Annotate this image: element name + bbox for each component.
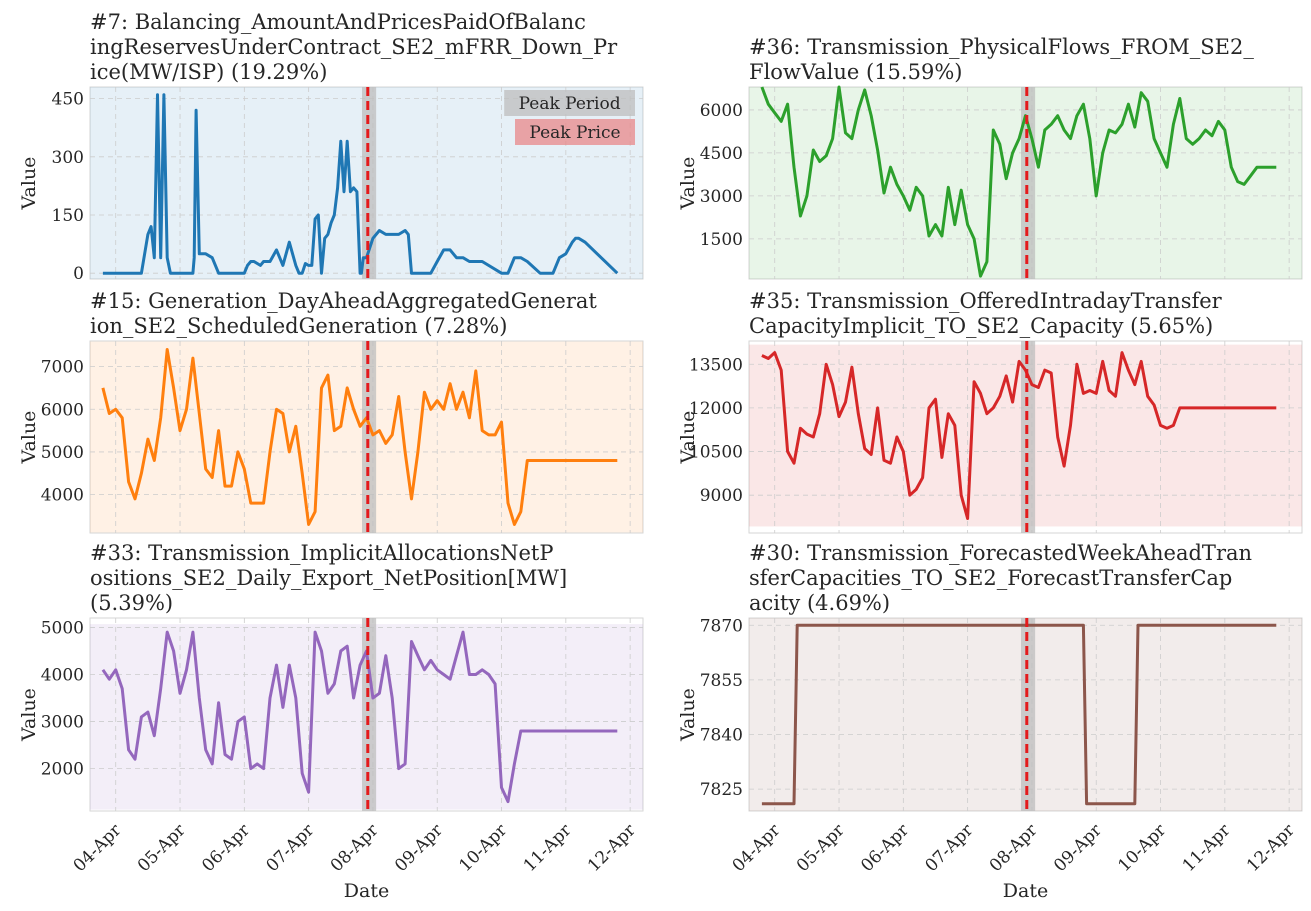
y-tick-label: 13500 <box>689 355 743 375</box>
x-tick-label: 04-Apr <box>729 820 785 876</box>
y-axis-label: Value <box>18 688 40 742</box>
y-tick-label: 5000 <box>41 443 84 463</box>
y-tick-label: 7870 <box>700 616 743 636</box>
legend-peak-price <box>515 119 635 145</box>
y-tick-label: 7840 <box>700 726 743 746</box>
subplot-title: #30: Transmission_ForecastedWeekAheadTra… <box>749 541 1252 565</box>
subplot-title: #15: Generation_DayAheadAggregatedGenera… <box>90 289 597 313</box>
subplot-title: sferCapacities_TO_SE2_ForecastTransferCa… <box>749 566 1232 590</box>
subplot-title: #7: Balancing_AmountAndPricesPaidOfBalan… <box>90 10 586 34</box>
y-axis-label: Value <box>677 157 699 211</box>
x-tick-label: 07-Apr <box>263 820 319 876</box>
y-tick-label: 300 <box>52 148 84 168</box>
y-axis-label: Value <box>677 411 699 465</box>
y-tick-label: 0 <box>73 264 84 284</box>
x-tick-label: 04-Apr <box>70 820 126 876</box>
y-tick-label: 12000 <box>689 399 743 419</box>
y-tick-label: 9000 <box>700 486 743 506</box>
series-line <box>101 348 618 526</box>
x-tick-label: 05-Apr <box>134 820 190 876</box>
y-tick-label: 1500 <box>700 230 743 250</box>
peak-period-band <box>361 618 377 811</box>
subplot-2: 1500 3000 4500 6000 #36: Transmission_Physic… <box>677 35 1303 280</box>
peak-period-band <box>361 341 377 533</box>
subplot-3: 4000 5000 6000 7000 #15: Generation_DayAhead… <box>18 289 644 534</box>
y-tick-label: 450 <box>52 90 84 110</box>
series-line <box>102 93 619 275</box>
subplot-title: acity (4.69%) <box>749 591 890 615</box>
series-line <box>761 351 1277 520</box>
series-line <box>101 630 618 804</box>
y-tick-label: 7855 <box>700 671 743 691</box>
legend-peak-period <box>504 90 635 116</box>
x-tick-label: 06-Apr <box>857 820 913 876</box>
subplot-title: (5.39%) <box>90 591 173 615</box>
legend: Peak Period Peak Price <box>504 90 635 145</box>
subplot-title: ingReservesUnderContract_SE2_mFRR_Down_P… <box>90 35 618 59</box>
y-tick-label: 7000 <box>41 358 84 378</box>
y-tick-label: 4500 <box>700 144 743 164</box>
x-tick-label: 09-Apr <box>1050 820 1106 876</box>
x-axis-label: Date <box>344 880 389 902</box>
y-axis-label: Value <box>18 411 40 465</box>
y-tick-label: 4000 <box>41 486 84 506</box>
subplot-title: CapacityImplicit_TO_SE2_Capacity (5.65%) <box>749 314 1213 338</box>
subplot-title: ice(MW/ISP) (19.29%) <box>90 60 327 84</box>
peak-period-band <box>361 87 377 279</box>
x-tick-label: 12-Apr <box>1243 820 1299 876</box>
y-axis-label: Value <box>18 157 40 211</box>
y-tick-label: 3000 <box>700 187 743 207</box>
x-tick-label: 07-Apr <box>922 820 978 876</box>
x-tick-label: 05-Apr <box>793 820 849 876</box>
y-tick-label: 6000 <box>700 101 743 121</box>
subplot-title: FlowValue (15.59%) <box>749 60 962 84</box>
subplot-title: #35: Transmission_OfferedIntradayTransfe… <box>749 289 1223 313</box>
y-tick-label: 3000 <box>41 713 84 733</box>
y-tick-label: 7825 <box>700 780 743 800</box>
x-tick-label: 08-Apr <box>986 820 1042 876</box>
x-tick-label: 11-Apr <box>1179 820 1235 876</box>
subplot-title: ion_SE2_ScheduledGeneration (7.28%) <box>90 314 507 338</box>
subplot-title: #36: Transmission_PhysicalFlows_FROM_SE2… <box>749 35 1254 59</box>
y-tick-label: 6000 <box>41 400 84 420</box>
y-tick-label: 10500 <box>689 443 743 463</box>
x-tick-label: 11-Apr <box>520 820 576 876</box>
legend-label: Peak Period <box>519 94 621 114</box>
series-line <box>761 623 1277 806</box>
y-axis-label: Value <box>677 688 699 742</box>
subplot-5: 2000 3000 4000 5000 #33: Transmission_Implic… <box>18 541 644 902</box>
x-tick-label: 12-Apr <box>584 820 640 876</box>
subplot-6: 7825 7840 7855 7870 #30: Transmission_Foreca… <box>677 541 1303 902</box>
legend-label: Peak Price <box>529 123 620 143</box>
y-tick-label: 2000 <box>41 760 84 780</box>
x-tick-label: 10-Apr <box>1114 820 1170 876</box>
y-tick-label: 150 <box>52 206 84 226</box>
x-tick-label: 09-Apr <box>391 820 447 876</box>
peak-period-band <box>1020 341 1036 533</box>
subplot-title: #33: Transmission_ImplicitAllocationsNet… <box>90 541 554 565</box>
x-tick-label: 06-Apr <box>198 820 254 876</box>
peak-period-band <box>1020 618 1036 811</box>
x-tick-label: 08-Apr <box>327 820 383 876</box>
x-axis-label: Date <box>1003 880 1048 902</box>
y-tick-label: 4000 <box>41 665 84 685</box>
series-line <box>760 85 1277 278</box>
subplot-1: 0 150 300 450 #7: Balancing_AmountAndPricesP… <box>18 10 644 284</box>
y-tick-label: 5000 <box>41 618 84 638</box>
subplot-4: 9000 10500 12000 13500 #35: Transmission_Off… <box>677 289 1303 534</box>
subplot-title: ositions_SE2_Daily_Export_NetPosition[MW… <box>90 566 567 590</box>
x-tick-label: 10-Apr <box>455 820 511 876</box>
